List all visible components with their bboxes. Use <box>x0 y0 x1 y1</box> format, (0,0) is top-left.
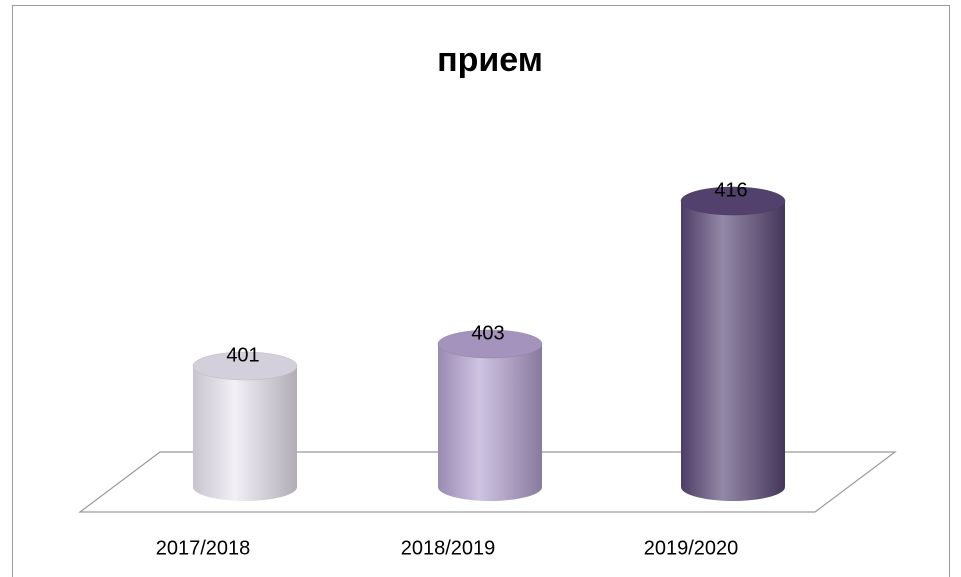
value-label: 403 <box>471 322 504 344</box>
cylinder <box>438 344 542 501</box>
value-label: 416 <box>714 179 747 201</box>
cylinder-top <box>680 186 786 216</box>
cylinder <box>193 366 297 501</box>
cylinder <box>681 201 785 501</box>
chart-frame <box>12 5 950 577</box>
x-tick-label: 2018/2019 <box>401 537 496 559</box>
value-label: 401 <box>226 344 259 366</box>
chart-title: прием <box>437 41 543 79</box>
cylinder-top <box>192 351 298 381</box>
x-tick-label: 2017/2018 <box>156 537 251 559</box>
x-tick-label: 2019/2020 <box>644 537 739 559</box>
cylinder-top <box>437 329 543 359</box>
